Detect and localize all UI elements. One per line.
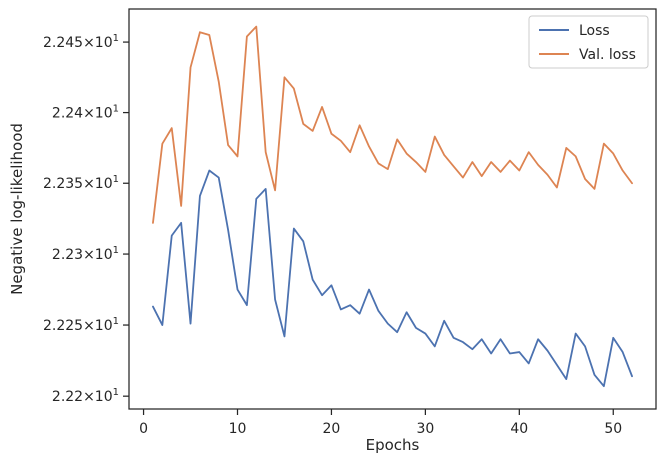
y-tick-label: 2.225×101 — [43, 316, 119, 334]
axes-frame — [128, 8, 657, 410]
plot-area — [152, 25, 633, 388]
legend-label-loss: Loss — [579, 23, 610, 39]
series-line-val-loss — [152, 25, 633, 224]
series-line-loss — [152, 169, 633, 388]
y-tick-label: 2.24×101 — [52, 104, 119, 122]
x-tick-label: 0 — [139, 421, 148, 437]
x-tick-label: 20 — [323, 421, 341, 437]
x-axis: 0 10 20 30 40 50 — [139, 409, 622, 437]
legend-label-val-loss: Val. loss — [579, 47, 636, 63]
x-tick-label: 40 — [510, 421, 528, 437]
y-tick-label: 2.245×101 — [43, 33, 119, 51]
y-axis-label: Negative log-likelihood — [8, 123, 26, 295]
y-tick-label: 2.235×101 — [43, 174, 119, 192]
y-tick-label: 2.22×101 — [52, 387, 119, 405]
x-tick-label: 30 — [416, 421, 434, 437]
y-axis: 2.22×101 2.225×101 2.23×101 2.235×101 2.24×1… — [43, 33, 129, 405]
x-axis-label: Epochs — [366, 436, 420, 454]
x-tick-label: 10 — [229, 421, 247, 437]
x-tick-label: 50 — [604, 421, 622, 437]
y-tick-label: 2.23×101 — [52, 245, 119, 263]
legend: Loss Val. loss — [528, 15, 649, 69]
